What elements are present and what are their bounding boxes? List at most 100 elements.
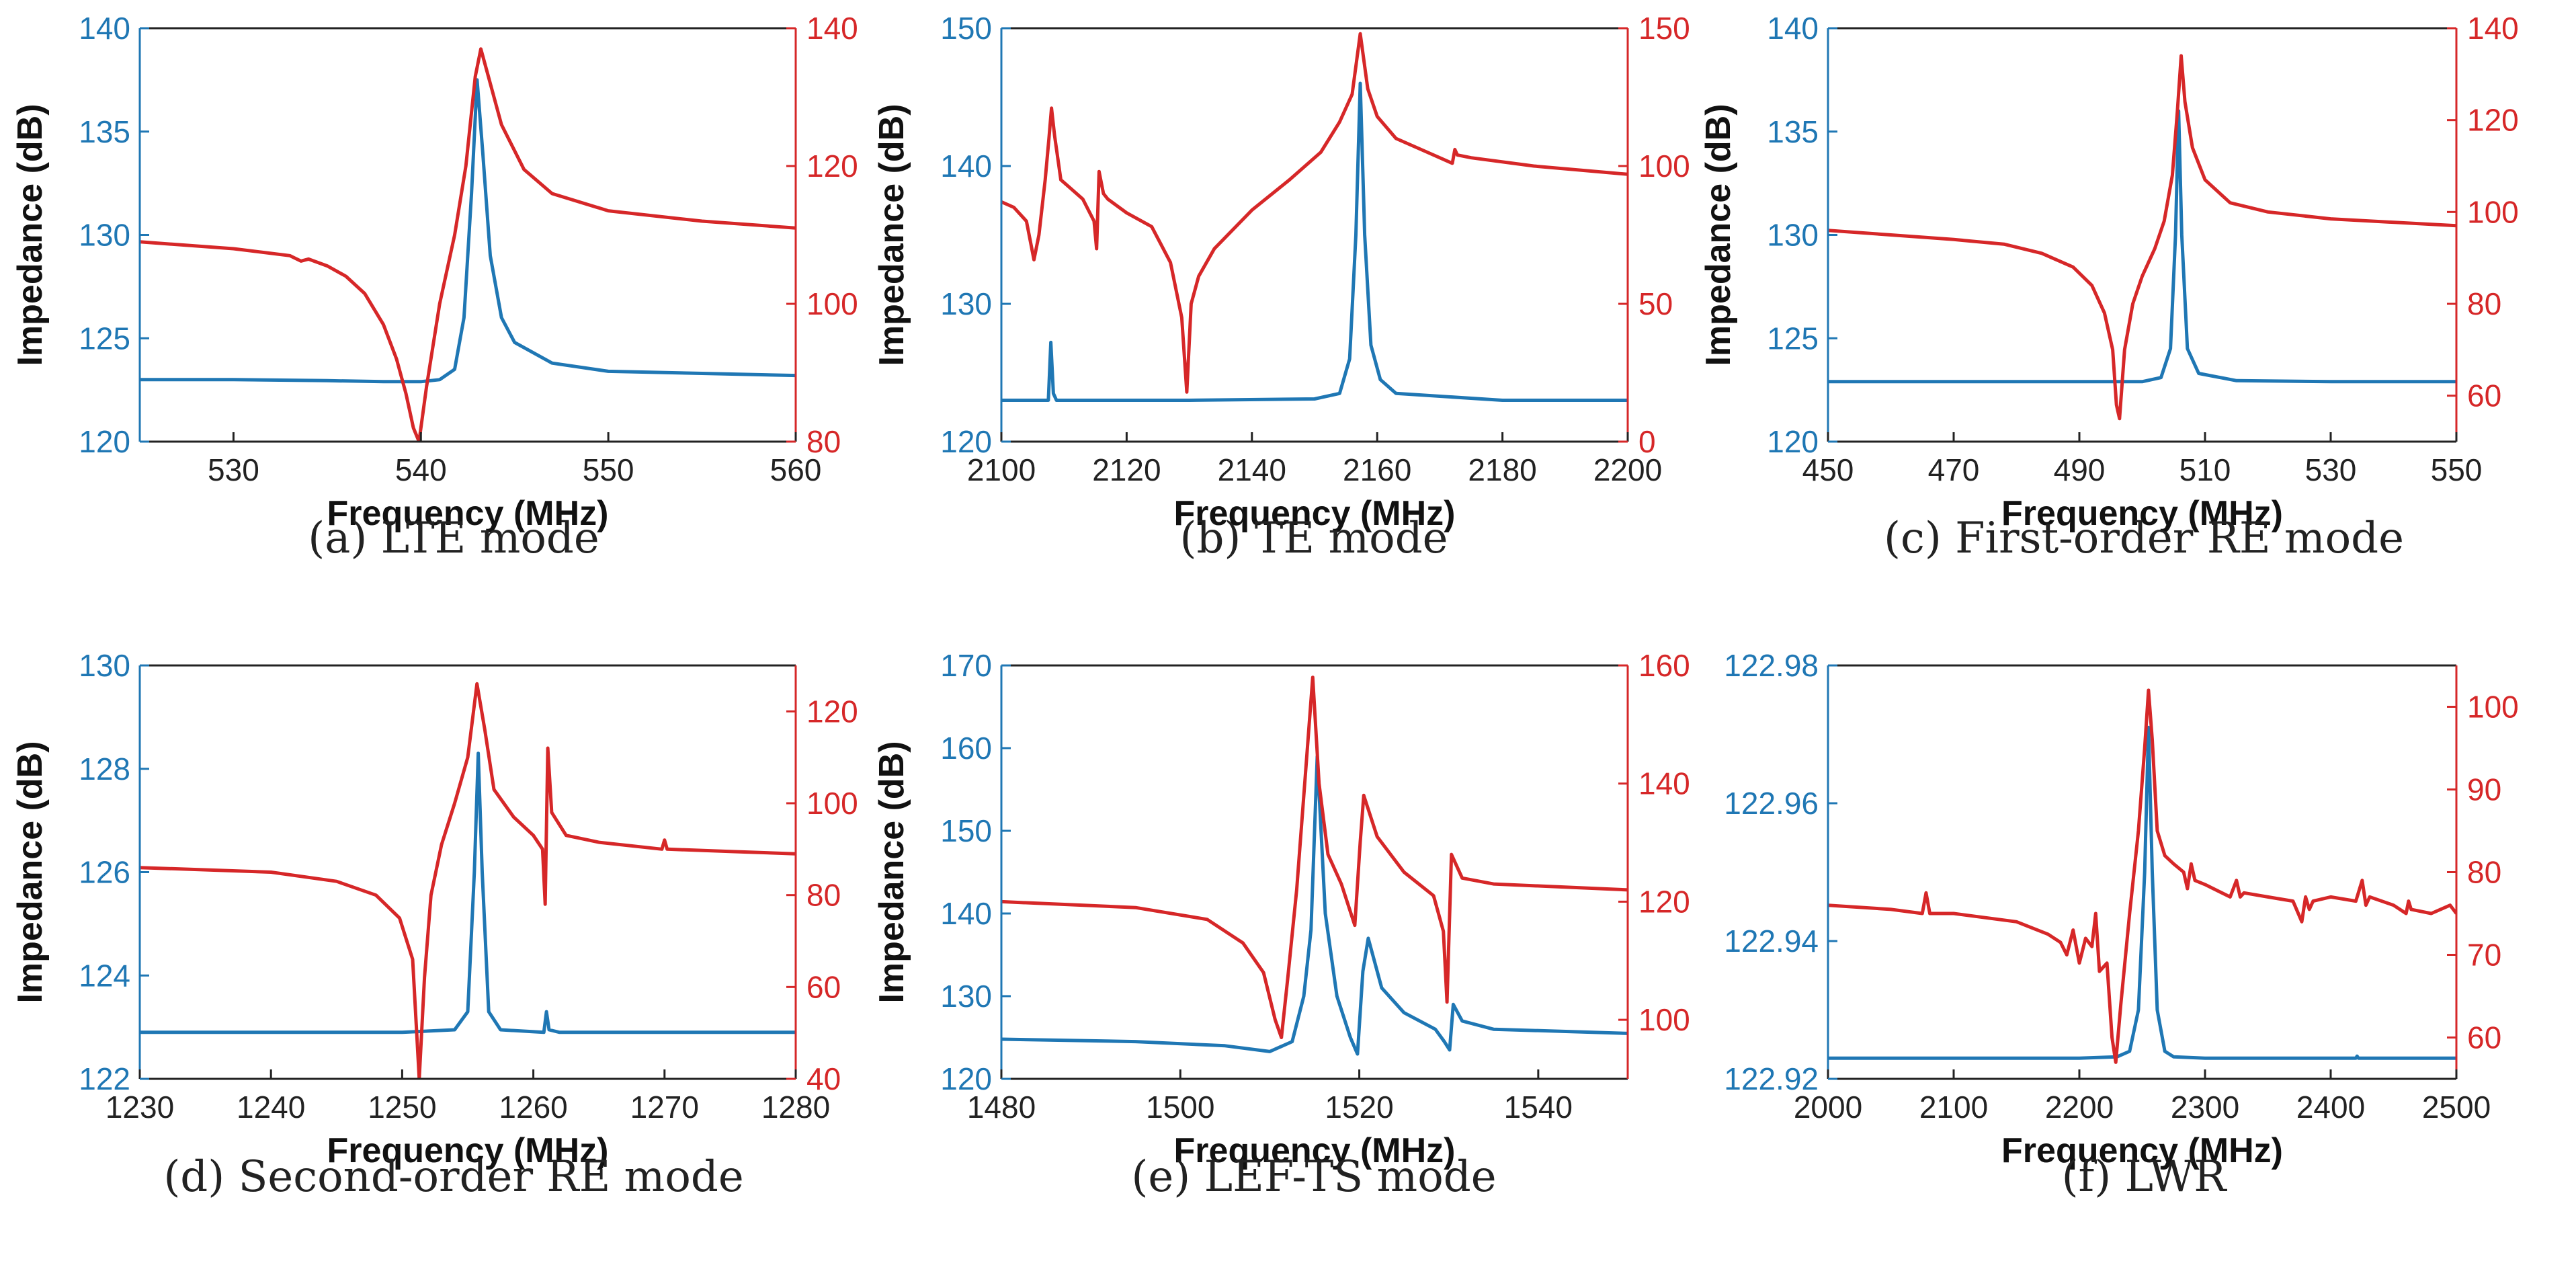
x-axis-label: Frequency (MHz)	[2001, 1131, 2283, 1170]
x-tick-label: 1500	[1146, 1090, 1214, 1125]
left-y-tick-label: 160	[940, 731, 992, 766]
x-axis-label: Frequency (MHz)	[2001, 494, 2283, 533]
left-y-tick-label: 150	[940, 11, 992, 46]
right-y-tick-label: 80	[2467, 855, 2501, 890]
panel-caption: (a) LTE mode	[308, 514, 599, 563]
x-tick-label: 2000	[1794, 1090, 1862, 1125]
chart-panel-2: 2100 2120 2140 2160 2180 2200 120 130 140 150 0 50 1…	[872, 11, 1690, 533]
x-tick-label: 540	[395, 452, 447, 487]
x-tick-label: 490	[2054, 452, 2106, 487]
x-tick-label: 2300	[2171, 1090, 2239, 1125]
x-axis-label: Frequency (MHz)	[327, 494, 609, 533]
left-y-tick-label: 120	[79, 424, 130, 459]
left-y-tick-label: 122.96	[1724, 786, 1819, 821]
left-y-tick-label: 170	[940, 648, 992, 683]
left-y-tick-label: 140	[940, 149, 992, 184]
panel-caption: (e) LEF-TS mode	[1131, 1152, 1497, 1202]
right-y-tick-label: 120	[806, 149, 858, 184]
left-y-tick-label: 124	[79, 958, 130, 993]
left-y-tick-label: 130	[940, 286, 992, 321]
x-tick-label: 550	[2431, 452, 2483, 487]
right-y-tick-label: 50	[1638, 286, 1673, 321]
right-y-tick-label: 60	[2467, 1020, 2501, 1055]
left-y-tick-label: 130	[79, 218, 130, 253]
left-y-tick-label: 122.98	[1724, 648, 1819, 683]
right-y-tick-label: 120	[806, 694, 858, 729]
right-y-tick-label: 120	[2467, 103, 2519, 138]
x-tick-label: 2140	[1218, 452, 1286, 487]
x-tick-label: 510	[2179, 452, 2231, 487]
x-tick-label: 1280	[761, 1090, 830, 1125]
y-axis-label: Impedance (dB)	[11, 104, 50, 366]
x-tick-label: 2100	[967, 452, 1036, 487]
chart-panel-5: 1480 1500 1520 1540 120 130 140 150 160 170 100 120…	[872, 648, 1690, 1170]
series-line-impedance-blue	[1828, 725, 2456, 1060]
x-tick-label: 2500	[2422, 1090, 2491, 1125]
series-line-impedance-blue	[140, 751, 796, 1034]
left-y-tick-label: 126	[79, 855, 130, 890]
chart-panel-1: 530 540 550 560 120 125 130 135 140 80 100 120 140 Fr…	[11, 11, 858, 533]
right-y-tick-label: 0	[1638, 424, 1656, 459]
x-tick-label: 2200	[2045, 1090, 2114, 1125]
x-tick-label: 1270	[630, 1090, 699, 1125]
x-tick-label: 2160	[1343, 452, 1411, 487]
series-line-impedance-blue	[1001, 754, 1628, 1056]
x-tick-label: 450	[1802, 452, 1854, 487]
left-y-tick-label: 120	[940, 1061, 992, 1096]
x-tick-label: 2120	[1092, 452, 1161, 487]
x-tick-label: 1260	[499, 1090, 567, 1125]
x-tick-label: 530	[208, 452, 259, 487]
right-y-tick-label: 160	[1638, 648, 1690, 683]
series-line-phase-red	[140, 682, 796, 1079]
panel-caption: (b) TE mode	[1179, 514, 1448, 563]
x-tick-label: 2400	[2296, 1090, 2365, 1125]
right-y-tick-label: 60	[806, 969, 841, 1004]
right-y-tick-label: 60	[2467, 378, 2501, 413]
right-y-tick-label: 90	[2467, 772, 2501, 807]
right-y-tick-label: 70	[2467, 938, 2501, 973]
right-y-tick-label: 100	[806, 786, 858, 821]
x-tick-label: 1480	[967, 1090, 1036, 1125]
x-tick-label: 1230	[106, 1090, 174, 1125]
left-y-tick-label: 122	[79, 1061, 130, 1096]
left-y-tick-label: 122.92	[1724, 1061, 1819, 1096]
left-y-tick-label: 150	[940, 813, 992, 848]
panel-caption: (f) LWR	[2061, 1152, 2227, 1202]
right-y-tick-label: 80	[806, 878, 841, 913]
series-line-phase-red	[140, 47, 796, 442]
x-tick-label: 1250	[368, 1090, 436, 1125]
left-y-tick-label: 130	[1767, 218, 1819, 253]
left-y-tick-label: 135	[1767, 114, 1819, 149]
left-y-tick-label: 140	[940, 896, 992, 931]
right-y-tick-label: 120	[1638, 884, 1690, 919]
right-y-tick-label: 80	[2467, 286, 2501, 321]
right-y-tick-label: 140	[806, 11, 858, 46]
right-y-tick-label: 140	[1638, 766, 1690, 801]
series-line-phase-red	[1828, 688, 2456, 1064]
x-tick-label: 2200	[1593, 452, 1662, 487]
right-y-tick-label: 100	[1638, 1002, 1690, 1037]
series-line-phase-red	[1001, 676, 1628, 1039]
x-axis-label: Frequency (MHz)	[327, 1131, 609, 1170]
chart-panel-3: 450 470 490 510 530 550 120 125 130 135 140 60 80 100…	[1699, 11, 2519, 533]
y-axis-label: Impedance (dB)	[872, 741, 911, 1003]
left-y-tick-label: 135	[79, 114, 130, 149]
x-tick-label: 2100	[1919, 1090, 1988, 1125]
right-y-tick-label: 80	[806, 424, 841, 459]
x-axis-label: Frequency (MHz)	[1174, 1131, 1456, 1170]
panel-caption: (d) Second-order RE mode	[163, 1152, 744, 1202]
x-tick-label: 470	[1928, 452, 1980, 487]
left-y-tick-label: 125	[79, 321, 130, 356]
left-y-tick-label: 140	[1767, 11, 1819, 46]
left-y-tick-label: 120	[940, 424, 992, 459]
x-tick-label: 1240	[237, 1090, 305, 1125]
y-axis-label: Impedance (dB)	[11, 741, 50, 1003]
right-y-tick-label: 100	[2467, 194, 2519, 229]
x-tick-label: 1540	[1504, 1090, 1573, 1125]
x-tick-label: 560	[770, 452, 822, 487]
series-line-phase-red	[1001, 32, 1628, 394]
right-y-tick-label: 150	[1638, 11, 1690, 46]
left-y-tick-label: 128	[79, 751, 130, 786]
y-axis-label: Impedance (dB)	[872, 104, 911, 366]
